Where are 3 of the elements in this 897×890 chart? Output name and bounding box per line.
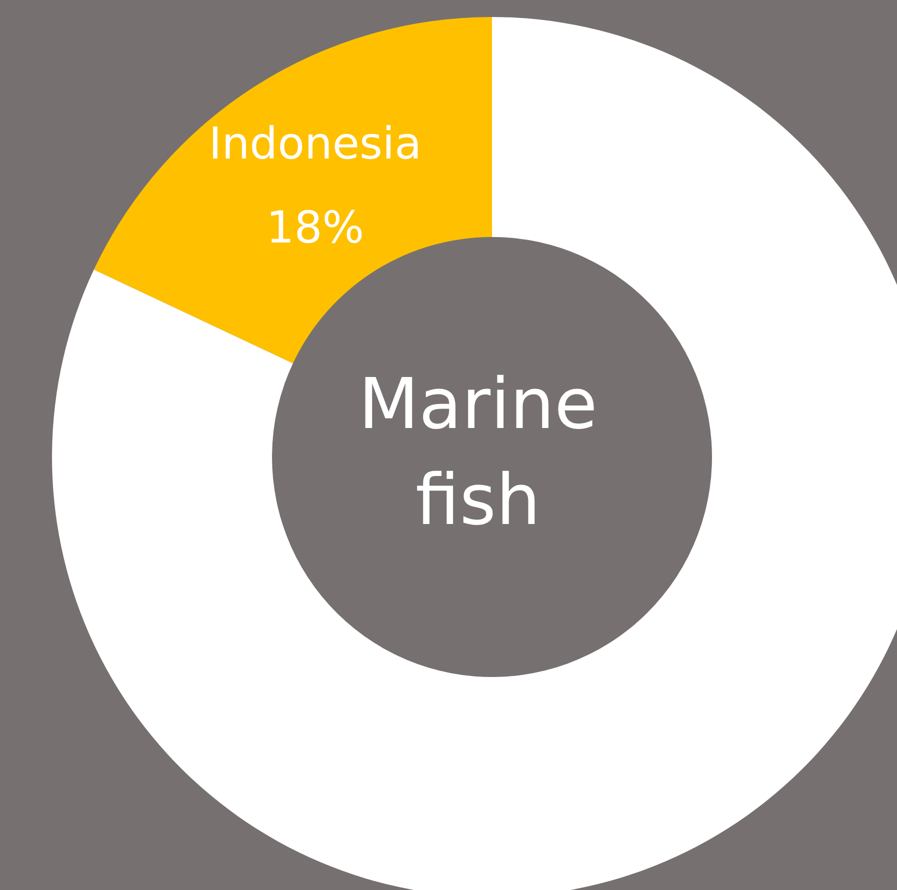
slice-label: Indonesia <box>208 118 422 170</box>
text: Marine fish <box>358 363 598 541</box>
data-label: 18% <box>266 202 364 254</box>
